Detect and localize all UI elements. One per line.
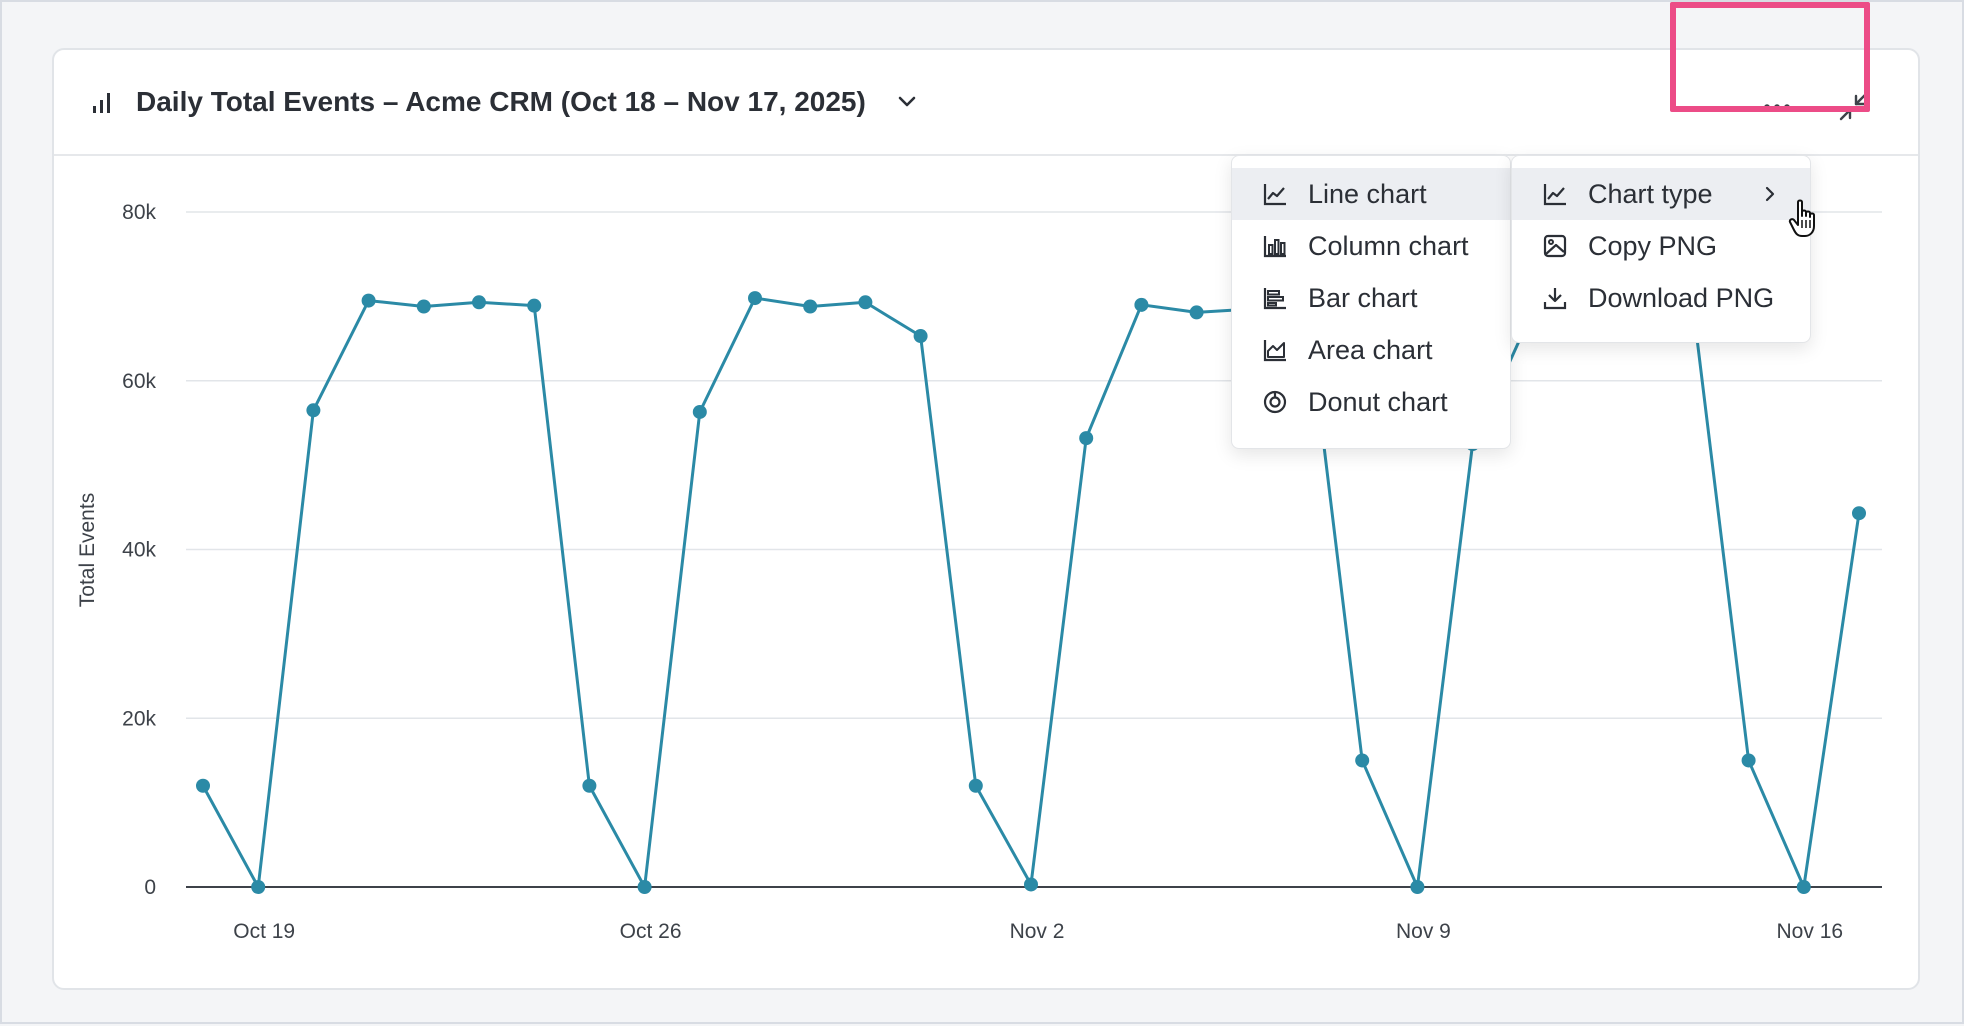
data-point[interactable] xyxy=(1741,753,1756,768)
data-point[interactable] xyxy=(1024,877,1038,892)
chart-type-item-bar-chart[interactable]: Bar chart xyxy=(1232,272,1510,324)
x-tick-label: Nov 2 xyxy=(1010,920,1065,943)
data-point[interactable] xyxy=(582,778,597,793)
image-icon xyxy=(1543,234,1567,258)
bar-chart-horizontal-icon xyxy=(1263,288,1286,310)
options-item-chart-type[interactable]: Chart type xyxy=(1512,168,1810,220)
chevron-right-icon xyxy=(1765,186,1775,202)
menu-item-label: Bar chart xyxy=(1308,282,1418,313)
area-chart-icon xyxy=(1263,340,1286,362)
data-point[interactable] xyxy=(1410,880,1425,894)
donut-chart-icon xyxy=(1263,390,1287,414)
options-item-copy-png[interactable]: Copy PNG xyxy=(1512,220,1810,272)
data-point[interactable] xyxy=(527,298,542,313)
data-point[interactable] xyxy=(306,403,321,418)
options-item-download-png[interactable]: Download PNG xyxy=(1512,272,1810,324)
card-header: Daily Total Events – Acme CRM (Oct 18 – … xyxy=(54,50,1918,156)
y-tick-label: 20k xyxy=(122,707,156,730)
chart-title-dropdown[interactable]: Daily Total Events – Acme CRM (Oct 18 – … xyxy=(90,82,922,122)
chevron-down-icon[interactable] xyxy=(892,87,922,117)
data-point[interactable] xyxy=(803,299,818,314)
data-point[interactable] xyxy=(913,329,928,344)
menu-item-label: Column chart xyxy=(1308,230,1469,261)
data-point[interactable] xyxy=(472,295,486,310)
x-tick-label: Oct 19 xyxy=(233,920,295,943)
series-line xyxy=(201,296,1861,889)
chart-type-item-column-chart[interactable]: Column chart xyxy=(1232,220,1510,272)
x-tick-label: Nov 9 xyxy=(1396,920,1451,943)
x-tick-label: Oct 26 xyxy=(620,920,682,943)
y-axis-label: Total Events xyxy=(76,493,99,607)
data-point[interactable] xyxy=(1134,297,1149,312)
data-point[interactable] xyxy=(1079,431,1094,446)
data-point[interactable] xyxy=(1355,753,1370,768)
line-chart-icon xyxy=(1543,184,1566,206)
chart-type-submenu: Line chart Column chart Bar chart Area char… xyxy=(1231,155,1511,449)
data-point[interactable] xyxy=(416,299,431,314)
options-menu: Chart type Copy PNG Download PNG xyxy=(1511,155,1811,343)
y-tick-label: 40k xyxy=(122,539,156,562)
y-tick-label: 60k xyxy=(122,370,156,393)
data-point[interactable] xyxy=(968,778,983,793)
line-chart-icon xyxy=(1263,184,1286,206)
menu-item-label: Donut chart xyxy=(1308,386,1448,417)
bar-chart-icon xyxy=(93,93,110,113)
data-point[interactable] xyxy=(196,778,210,793)
y-tick-label: 0 xyxy=(144,876,156,899)
x-axis-ticks: Oct 19 Oct 26 Nov 2 Nov 9 Nov 16 xyxy=(233,920,1843,943)
menu-item-label: Area chart xyxy=(1308,334,1433,365)
data-point[interactable] xyxy=(858,295,873,310)
menu-item-label: Download PNG xyxy=(1588,282,1775,313)
y-axis-ticks: 0 20k 40k 60k 80k xyxy=(122,201,156,899)
menu-item-label: Copy PNG xyxy=(1588,230,1718,261)
data-point[interactable] xyxy=(1852,506,1866,521)
chart-type-item-line-chart[interactable]: Line chart xyxy=(1232,168,1510,220)
menu-item-label: Line chart xyxy=(1308,178,1427,209)
data-point[interactable] xyxy=(251,880,266,894)
y-tick-label: 80k xyxy=(122,201,156,224)
series-total-events xyxy=(196,291,1866,894)
chart-type-item-area-chart[interactable]: Area chart xyxy=(1232,324,1510,376)
x-tick-label: Nov 16 xyxy=(1777,920,1844,943)
download-icon xyxy=(1543,288,1567,310)
hand-pointer-cursor-icon xyxy=(1788,199,1815,237)
data-point[interactable] xyxy=(748,291,762,306)
chart-title: Daily Total Events – Acme CRM (Oct 18 – … xyxy=(136,86,866,117)
data-point[interactable] xyxy=(1796,880,1811,894)
menu-item-label: Chart type xyxy=(1588,178,1713,209)
data-point[interactable] xyxy=(361,293,376,308)
chart-type-item-donut-chart[interactable]: Donut chart xyxy=(1232,376,1510,428)
column-chart-icon xyxy=(1263,236,1286,258)
data-point[interactable] xyxy=(1189,305,1204,320)
data-point[interactable] xyxy=(637,880,652,894)
data-point[interactable] xyxy=(692,404,707,419)
